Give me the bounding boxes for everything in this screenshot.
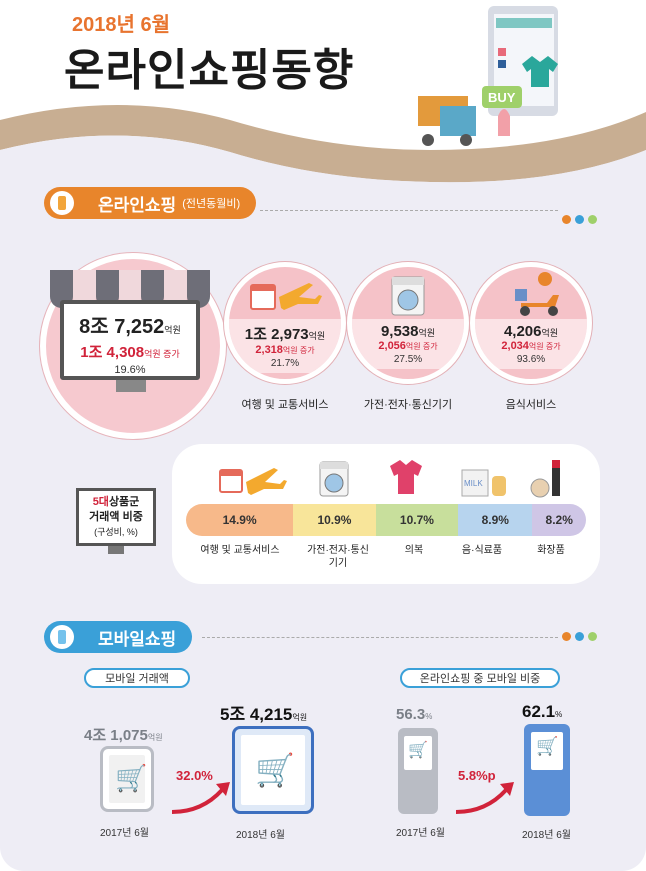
mobile-transaction-tag: 모바일 거래액 (84, 668, 190, 688)
washing-machine-icon (319, 461, 349, 497)
svg-text:BUY: BUY (488, 90, 516, 105)
tablet-icon (50, 625, 74, 649)
total-amount: 8조 7,252억원 (79, 316, 181, 338)
svg-text:MILK: MILK (464, 479, 483, 488)
online-shopping-subtitle: (전년동월비) (182, 198, 241, 210)
tshirt-icon (390, 460, 422, 494)
online-shopping-section-title: 온라인쇼핑 (전년동월비) (44, 187, 257, 219)
delivery-scooter-icon (515, 272, 559, 316)
category-rate: 21.7% (270, 358, 300, 369)
category-increase: 2,318 (255, 344, 283, 356)
total-monitor: 8조 7,252억원 1조 4,308억원 증가 19.6% (60, 300, 200, 380)
decorative-dots (562, 632, 597, 641)
mobile-share-tag: 온라인쇼핑 중 모바일 비중 (400, 668, 560, 688)
milk-carton-icon: MILK (461, 469, 506, 497)
header-wave-decoration (0, 105, 646, 200)
share-bar: 14.9% 10.9% 10.7% 8.9% 8.2% (186, 504, 586, 536)
mobile-shopping-title-text: 모바일쇼핑 (98, 629, 177, 649)
kiosk-small-icon: 🛒 (398, 728, 438, 814)
share-label-red: 5대 (92, 496, 109, 508)
growth-arrow-icon (455, 782, 514, 814)
cart-icon: 🛒 (255, 752, 295, 788)
mobile-prev-value: 4조 1,075억원 (84, 727, 163, 744)
share-label-unit: (구성비, %) (94, 527, 138, 537)
category-increase: 2,034 (501, 340, 529, 352)
growth-arrow-icon (171, 782, 230, 814)
category-amount: 4,206 (503, 323, 542, 340)
category-food-service-circle: 4,206억원 2,034억원 증가 93.6% (470, 262, 592, 384)
washing-machine-icon (391, 276, 425, 316)
tablet-large-icon: 🛒 (232, 726, 314, 814)
calendar-airplane-icon (219, 468, 287, 495)
share-category-label: 여행 및 교통서비스 (200, 545, 280, 556)
shopping-illustration: BUY (418, 6, 558, 146)
share-bar-segment: 10.9% (293, 504, 376, 536)
divider-line (202, 637, 558, 638)
phone-icon (50, 191, 74, 215)
category-increase: 2,056 (378, 340, 406, 352)
monitor-stand (116, 380, 146, 392)
cosmetics-icon (530, 460, 560, 498)
mobile-prev-year: 2017년 6월 (100, 828, 149, 839)
share-category-label: 음·식료품 (461, 545, 503, 556)
mobile-share-growth: 5.8%p (458, 768, 496, 783)
share-label-monitor: 5대상품군 거래액 비중 (구성비, %) (76, 488, 156, 546)
report-date: 2018년 6월 (72, 14, 170, 36)
cart-icon: 🛒 (408, 742, 428, 759)
store-awning-icon (50, 270, 211, 308)
share-bar-segment: 8.9% (458, 504, 533, 536)
total-rate: 19.6% (114, 364, 146, 376)
category-amount: 1조 2,973 (244, 326, 309, 343)
category-label-electronics: 가전·전자·통신기기 (363, 399, 453, 411)
decorative-dots (562, 215, 597, 224)
divider-line (260, 210, 558, 211)
category-label-food-service: 음식서비스 (505, 399, 557, 411)
share-icons-row: MILK (219, 460, 560, 498)
mobile-share-prev-value: 56.3% (396, 706, 433, 723)
share-category-label: 화장품 (537, 545, 565, 556)
share-label-text: 상품군 (108, 496, 140, 508)
cart-icon: 🛒 (115, 763, 148, 793)
share-label-line2: 거래액 비중 (89, 511, 143, 523)
category-rate: 27.5% (393, 354, 423, 365)
share-bar-segment: 10.7% (375, 504, 459, 536)
kiosk-large-icon: 🛒 (524, 724, 570, 816)
category-electronics-circle: 9,538억원 2,056억원 증가 27.5% (347, 262, 469, 384)
page-title: 온라인쇼핑동향 (64, 46, 355, 95)
total-increase: 1조 4,308억원 증가 (80, 344, 180, 361)
category-travel-circle: 1조 2,973억원 2,318억원 증가 21.7% (224, 262, 346, 384)
mobile-share-curr-year: 2018년 6월 (522, 830, 571, 841)
cart-icon: 🛒 (536, 736, 559, 756)
mobile-share-prev-year: 2017년 6월 (396, 828, 445, 839)
mobile-curr-value: 5조 4,215억원 (220, 705, 308, 724)
share-bar-segment: 14.9% (186, 504, 294, 536)
share-category-label: 가전·전자·통신기기 (307, 545, 369, 569)
tablet-small-icon: 🛒 (100, 746, 154, 812)
mobile-growth-rate: 32.0% (176, 768, 213, 783)
share-monitor-stand (108, 546, 124, 554)
share-bar-segment: 8.2% (532, 504, 586, 536)
calendar-airplane-icon (250, 283, 322, 310)
category-amount: 9,538 (380, 323, 419, 340)
mobile-curr-year: 2018년 6월 (236, 830, 285, 841)
online-shopping-title-text: 온라인쇼핑 (98, 195, 177, 215)
share-category-label: 의복 (404, 545, 424, 556)
category-label-travel: 여행 및 교통서비스 (241, 399, 329, 411)
mobile-shopping-section-title: 모바일쇼핑 (44, 621, 193, 653)
mobile-share-curr-value: 62.1% (522, 702, 563, 721)
category-rate: 93.6% (516, 354, 546, 365)
